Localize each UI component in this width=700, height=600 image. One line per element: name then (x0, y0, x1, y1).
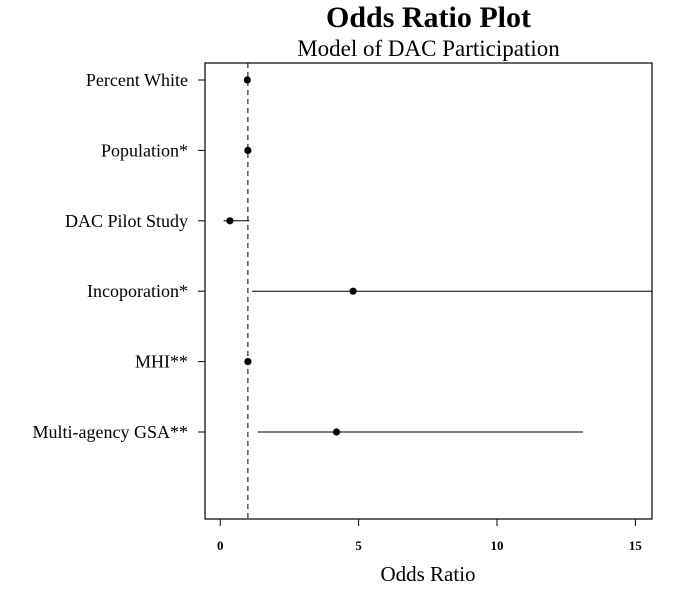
odds-ratio-point (244, 358, 252, 366)
chart-title: Odds Ratio Plot (325, 1, 532, 34)
x-tick-label: 10 (491, 538, 504, 553)
odds-ratio-point (244, 146, 252, 154)
y-tick-label: Population* (101, 140, 188, 160)
x-tick-label: 15 (629, 538, 643, 553)
chart-subtitle: Model of DAC Participation (297, 36, 560, 61)
data-marks (223, 76, 652, 436)
odds-ratio-point (243, 76, 251, 84)
odds-ratio-point (332, 428, 341, 436)
x-axis: 0 5 10 15 (217, 519, 642, 553)
y-tick-label: Multi-agency GSA** (33, 422, 188, 442)
y-tick-label: DAC Pilot Study (65, 211, 188, 231)
y-tick-label: Incoporation* (87, 281, 188, 301)
odds-ratio-point (349, 287, 357, 295)
x-tick-label: 0 (217, 538, 224, 553)
x-axis-title: Odds Ratio (380, 562, 475, 586)
x-tick-label: 5 (355, 538, 362, 553)
y-axis: Percent White Population* DAC Pilot Study I… (33, 70, 205, 442)
y-tick-label: MHI** (135, 352, 188, 372)
odds-ratio-point (226, 217, 234, 225)
y-tick-label: Percent White (86, 70, 188, 90)
